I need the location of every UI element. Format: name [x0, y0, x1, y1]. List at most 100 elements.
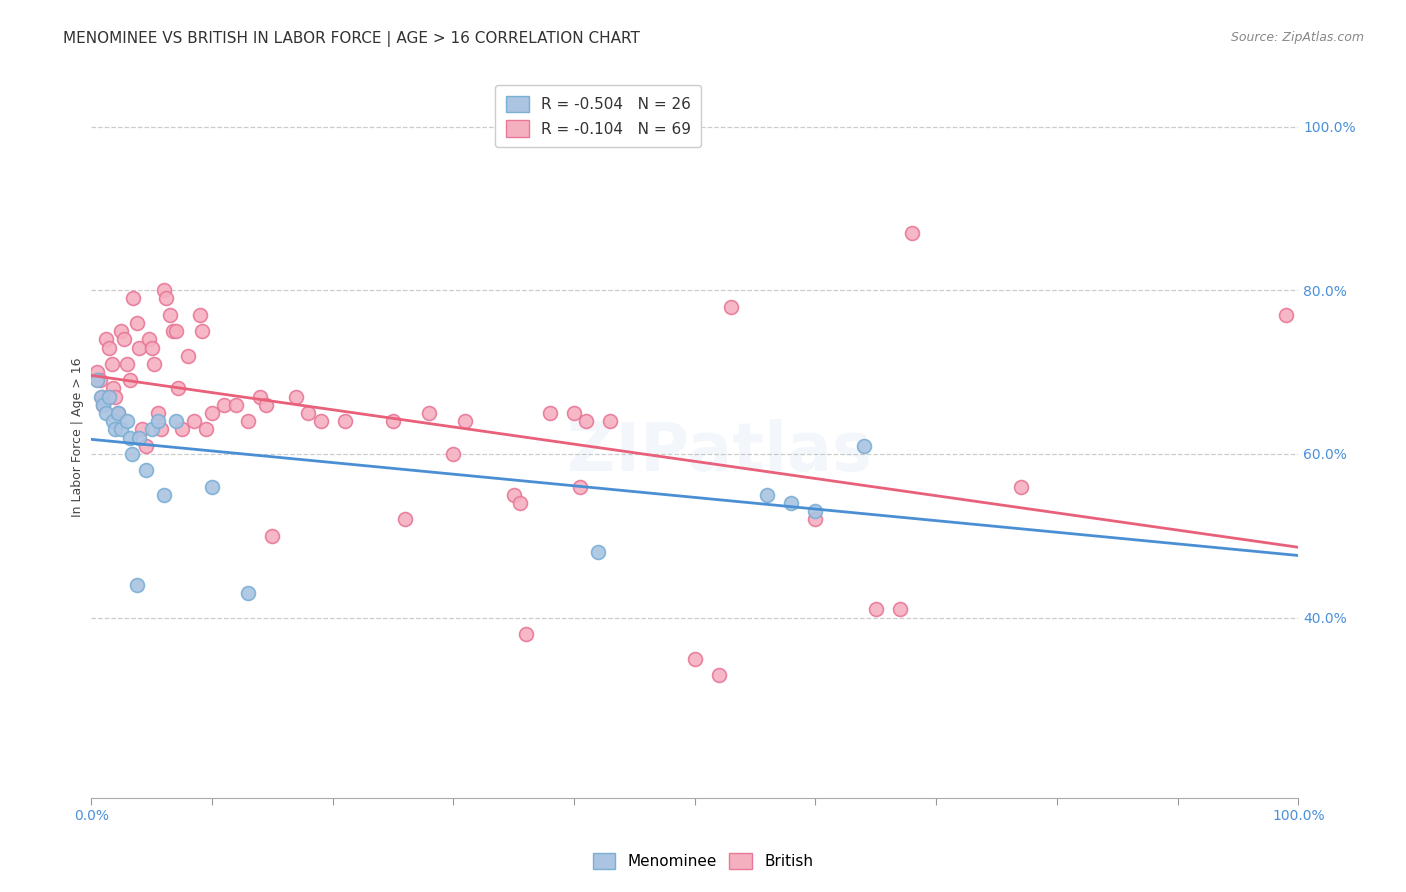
- Point: [889, 602, 911, 616]
- Point: [117, 414, 139, 428]
- Point: [89, 373, 111, 387]
- Point: [167, 381, 190, 395]
- Point: [90, 390, 112, 404]
- Point: [562, 406, 585, 420]
- Point: [152, 488, 174, 502]
- Point: [94, 406, 117, 420]
- Point: [194, 422, 217, 436]
- Point: [683, 651, 706, 665]
- Point: [104, 390, 127, 404]
- Text: Source: ZipAtlas.com: Source: ZipAtlas.com: [1230, 31, 1364, 45]
- Point: [394, 512, 416, 526]
- Point: [150, 422, 173, 436]
- Point: [780, 496, 803, 510]
- Point: [804, 504, 827, 518]
- Point: [236, 414, 259, 428]
- Point: [104, 422, 127, 436]
- Point: [91, 398, 114, 412]
- Point: [225, 398, 247, 412]
- Point: [118, 431, 141, 445]
- Point: [382, 414, 405, 428]
- Point: [118, 373, 141, 387]
- Point: [285, 390, 308, 404]
- Point: [159, 308, 181, 322]
- Point: [254, 398, 277, 412]
- Text: ZIPatlas: ZIPatlas: [567, 419, 872, 485]
- Point: [117, 357, 139, 371]
- Point: [91, 390, 114, 404]
- Point: [143, 357, 166, 371]
- Point: [201, 406, 224, 420]
- Point: [502, 488, 524, 502]
- Point: [141, 422, 163, 436]
- Point: [107, 406, 129, 420]
- Point: [333, 414, 356, 428]
- Point: [100, 357, 122, 371]
- Point: [599, 414, 621, 428]
- Point: [249, 390, 271, 404]
- Point: [707, 668, 730, 682]
- Point: [515, 627, 537, 641]
- Legend: Menominee, British: Menominee, British: [586, 847, 820, 875]
- Point: [188, 308, 211, 322]
- Point: [177, 349, 200, 363]
- Point: [110, 324, 132, 338]
- Point: [756, 488, 779, 502]
- Point: [112, 332, 135, 346]
- Point: [1010, 480, 1032, 494]
- Point: [804, 512, 827, 526]
- Point: [1275, 308, 1298, 322]
- Point: [152, 283, 174, 297]
- Point: [121, 447, 143, 461]
- Point: [191, 324, 214, 338]
- Point: [107, 406, 129, 420]
- Point: [901, 226, 924, 240]
- Point: [162, 324, 184, 338]
- Point: [86, 373, 108, 387]
- Point: [454, 414, 477, 428]
- Point: [155, 292, 177, 306]
- Point: [309, 414, 332, 428]
- Point: [110, 422, 132, 436]
- Point: [212, 398, 235, 412]
- Point: [134, 439, 156, 453]
- Point: [865, 602, 887, 616]
- Point: [262, 529, 284, 543]
- Y-axis label: In Labor Force | Age > 16: In Labor Force | Age > 16: [72, 358, 84, 517]
- Point: [91, 398, 114, 412]
- Point: [852, 439, 875, 453]
- Point: [141, 341, 163, 355]
- Point: [128, 341, 150, 355]
- Point: [122, 292, 145, 306]
- Point: [146, 406, 169, 420]
- Point: [134, 463, 156, 477]
- Point: [509, 496, 531, 510]
- Point: [146, 414, 169, 428]
- Point: [86, 365, 108, 379]
- Point: [125, 578, 148, 592]
- Point: [128, 431, 150, 445]
- Text: MENOMINEE VS BRITISH IN LABOR FORCE | AGE > 16 CORRELATION CHART: MENOMINEE VS BRITISH IN LABOR FORCE | AG…: [63, 31, 640, 47]
- Point: [98, 390, 121, 404]
- Point: [201, 480, 224, 494]
- Point: [297, 406, 319, 420]
- Point: [418, 406, 440, 420]
- Point: [586, 545, 609, 559]
- Point: [165, 414, 187, 428]
- Point: [94, 332, 117, 346]
- Legend: R = -0.504   N = 26, R = -0.104   N = 69: R = -0.504 N = 26, R = -0.104 N = 69: [495, 85, 702, 147]
- Point: [170, 422, 193, 436]
- Point: [101, 381, 124, 395]
- Point: [236, 586, 259, 600]
- Point: [538, 406, 561, 420]
- Point: [98, 341, 121, 355]
- Point: [569, 480, 592, 494]
- Point: [125, 316, 148, 330]
- Point: [441, 447, 464, 461]
- Point: [720, 300, 742, 314]
- Point: [183, 414, 205, 428]
- Point: [575, 414, 598, 428]
- Point: [165, 324, 187, 338]
- Point: [131, 422, 153, 436]
- Point: [138, 332, 160, 346]
